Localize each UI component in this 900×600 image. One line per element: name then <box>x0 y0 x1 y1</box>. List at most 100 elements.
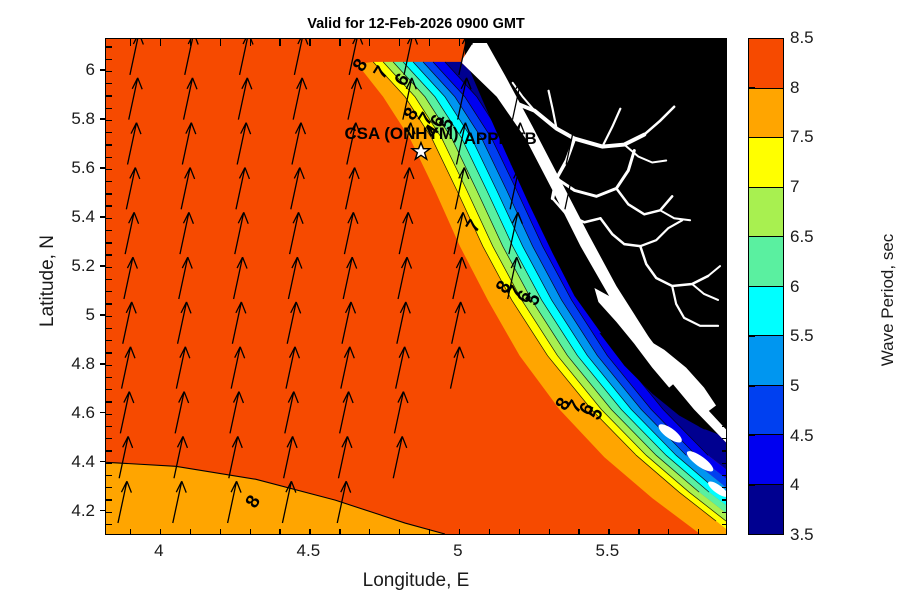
y-minor-tick <box>722 376 726 379</box>
x-minor-tick <box>578 39 580 46</box>
wave-direction-arrow <box>178 256 193 300</box>
y-minor-tick <box>722 438 726 440</box>
y-minor-tick <box>722 70 726 73</box>
y-minor-tick <box>106 132 112 134</box>
x-minor-tick <box>279 529 281 534</box>
y-tick-mark <box>100 265 107 267</box>
x-minor-tick <box>668 529 670 534</box>
wave-direction-arrow <box>120 346 136 389</box>
y-minor-tick <box>106 303 112 305</box>
y-tick-label: 5 <box>85 304 95 324</box>
y-minor-tick <box>106 327 112 330</box>
y-minor-tick <box>722 327 726 330</box>
colorbar-tick-mark <box>748 385 755 387</box>
wave-direction-arrow <box>513 39 528 75</box>
estuary-mouth <box>594 287 677 388</box>
y-minor-tick <box>722 205 726 207</box>
colorbar-tick-label: 7.5 <box>790 127 814 147</box>
colorbar-segment <box>749 286 783 336</box>
colorbar-tick-mark <box>748 87 755 89</box>
y-minor-tick <box>722 95 726 97</box>
y-minor-tick <box>106 523 112 526</box>
y-minor-tick <box>106 352 112 354</box>
wave-direction-arrow <box>508 212 523 255</box>
y-minor-tick <box>106 181 112 183</box>
colorbar-segment <box>749 336 783 386</box>
wave-direction-arrow <box>398 212 414 255</box>
colorbar-tick-mark <box>748 484 755 486</box>
wave-direction-arrow <box>343 212 359 255</box>
colorbar-tick-label: 5.5 <box>790 326 814 346</box>
wave-direction-arrow <box>401 122 416 165</box>
wave-direction-arrow <box>344 167 360 210</box>
wave-direction-arrow <box>117 480 133 524</box>
y-minor-tick <box>106 217 112 220</box>
y-minor-tick <box>106 95 112 97</box>
y-tick-label: 5.6 <box>71 157 95 177</box>
wave-direction-arrow <box>125 167 141 210</box>
y-minor-tick <box>106 254 112 256</box>
y-minor-tick <box>722 107 726 109</box>
band-4.5-5 <box>422 61 726 488</box>
y-minor-tick <box>722 181 726 183</box>
y-minor-tick <box>106 487 112 489</box>
wave-direction-arrow <box>284 391 299 434</box>
wave-direction-arrow <box>457 77 472 120</box>
x-minor-tick <box>638 39 640 46</box>
y-tick-label: 4.4 <box>71 451 95 471</box>
x-minor-tick <box>129 529 132 534</box>
wave-direction-arrow <box>173 436 189 479</box>
wave-direction-arrows <box>117 39 638 524</box>
x-axis-label: Longitude, E <box>362 570 470 591</box>
colorbar-tick-mark <box>748 186 755 188</box>
wave-direction-arrow <box>454 167 470 210</box>
y-minor-tick <box>722 144 726 146</box>
colorbar-tick-label: 7 <box>790 177 800 197</box>
wave-direction-arrow <box>567 39 583 75</box>
x-minor-tick <box>339 529 341 534</box>
wave-direction-arrow <box>511 77 527 120</box>
y-tick-mark <box>100 167 107 169</box>
station-marker-star <box>409 140 433 161</box>
y-minor-tick <box>722 83 726 85</box>
wave-direction-arrow <box>566 77 582 120</box>
x-tick-label: 5 <box>453 541 463 560</box>
y-minor-tick <box>106 107 112 109</box>
wave-direction-arrow <box>392 436 408 479</box>
y-minor-tick <box>106 58 112 60</box>
colorbar-tick-label: 4 <box>790 475 800 495</box>
x-minor-tick <box>488 529 491 534</box>
y-minor-tick <box>106 205 112 207</box>
x-minor-tick <box>548 39 550 46</box>
wave-direction-arrow <box>226 480 242 524</box>
wave-direction-arrow <box>346 122 361 165</box>
x-minor-tick <box>159 39 162 46</box>
y-minor-tick <box>722 193 726 195</box>
wave-direction-arrow <box>123 256 139 300</box>
wave-direction-arrow <box>234 212 249 255</box>
y-minor-tick <box>722 242 726 244</box>
wave-direction-arrow <box>337 436 353 479</box>
y-tick-mark <box>100 510 107 512</box>
x-minor-tick <box>638 529 640 534</box>
y-minor-tick <box>106 83 112 85</box>
x-minor-tick <box>458 39 461 46</box>
y-minor-tick <box>106 376 112 379</box>
y-minor-tick <box>722 119 726 122</box>
y-minor-tick <box>106 389 112 391</box>
coastline-beach-strip <box>460 42 726 443</box>
wave-direction-arrow <box>340 346 355 389</box>
y-tick-label: 6 <box>85 59 95 79</box>
colorbar-tick-label: 6 <box>790 276 800 296</box>
colorbar-tick-mark <box>748 335 755 337</box>
wave-direction-arrow <box>175 346 191 389</box>
y-minor-tick <box>722 315 726 317</box>
y-minor-tick <box>722 425 726 428</box>
x-minor-tick <box>578 529 580 534</box>
y-minor-tick <box>106 401 112 403</box>
wave-direction-arrow <box>395 346 410 389</box>
wave-direction-arrow <box>458 39 473 75</box>
y-minor-tick <box>722 401 726 403</box>
wave-direction-arrow <box>348 39 364 75</box>
